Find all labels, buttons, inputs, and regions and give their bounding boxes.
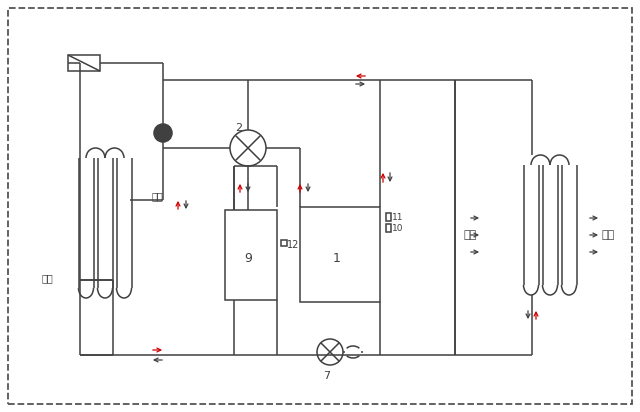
Text: 12: 12 (287, 240, 300, 250)
Bar (68, 55, 100, 71)
Text: 出风: 出风 (601, 230, 614, 240)
Circle shape (154, 124, 172, 142)
Bar (300, 207, 380, 302)
Bar (386, 224, 391, 232)
Text: 9: 9 (244, 251, 252, 265)
Bar (225, 210, 277, 300)
Text: 10: 10 (392, 223, 403, 232)
Text: 1: 1 (333, 251, 341, 265)
Bar (281, 240, 287, 246)
Text: 7: 7 (323, 371, 331, 381)
Text: 进风: 进风 (463, 230, 476, 240)
Bar (386, 213, 391, 221)
Text: 2: 2 (235, 123, 242, 133)
Text: 进水: 进水 (152, 191, 164, 201)
Text: 11: 11 (392, 213, 403, 222)
Text: 出水: 出水 (42, 273, 54, 283)
